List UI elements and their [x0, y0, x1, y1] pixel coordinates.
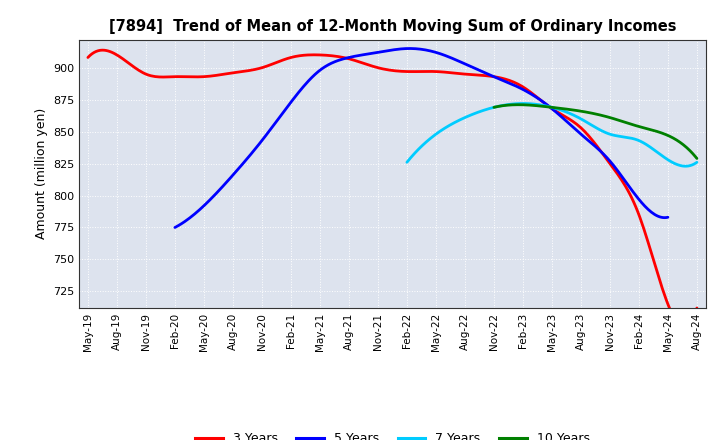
7 Years — [681, 164, 690, 169]
3 Years — [448, 70, 456, 76]
5 Years — [619, 176, 628, 181]
7 Years — [576, 116, 585, 121]
5 Years — [588, 141, 596, 146]
10 Years — [674, 139, 683, 144]
10 Years — [611, 117, 620, 122]
5 Years — [664, 215, 672, 220]
7 Years — [402, 160, 411, 165]
3 Years — [599, 152, 608, 157]
10 Years — [662, 132, 670, 137]
7 Years — [519, 101, 528, 106]
10 Years — [514, 102, 523, 107]
Line: 10 Years: 10 Years — [494, 105, 697, 158]
3 Years — [446, 70, 455, 75]
3 Years — [680, 325, 689, 330]
Line: 5 Years: 5 Years — [175, 48, 668, 227]
5 Years — [171, 225, 179, 230]
7 Years — [403, 158, 412, 164]
3 Years — [638, 220, 647, 226]
5 Years — [474, 67, 482, 73]
3 Years — [459, 71, 467, 77]
7 Years — [667, 159, 675, 164]
10 Years — [693, 156, 701, 161]
Legend: 3 Years, 5 Years, 7 Years, 10 Years: 3 Years, 5 Years, 7 Years, 10 Years — [190, 427, 595, 440]
3 Years — [693, 305, 701, 311]
10 Years — [614, 117, 623, 123]
10 Years — [490, 105, 498, 110]
7 Years — [575, 115, 584, 121]
5 Years — [172, 224, 181, 229]
7 Years — [581, 119, 590, 124]
10 Years — [490, 105, 499, 110]
3 Years — [98, 48, 107, 53]
Line: 3 Years: 3 Years — [88, 50, 697, 327]
Title: [7894]  Trend of Mean of 12-Month Moving Sum of Ordinary Incomes: [7894] Trend of Mean of 12-Month Moving … — [109, 19, 676, 34]
5 Years — [405, 46, 413, 51]
5 Years — [466, 63, 474, 69]
10 Years — [611, 116, 619, 121]
3 Years — [86, 53, 94, 58]
Y-axis label: Amount (million yen): Amount (million yen) — [35, 108, 48, 239]
3 Years — [84, 55, 92, 60]
7 Years — [648, 146, 657, 151]
5 Years — [464, 63, 473, 68]
Line: 7 Years: 7 Years — [407, 103, 697, 166]
7 Years — [693, 160, 701, 165]
